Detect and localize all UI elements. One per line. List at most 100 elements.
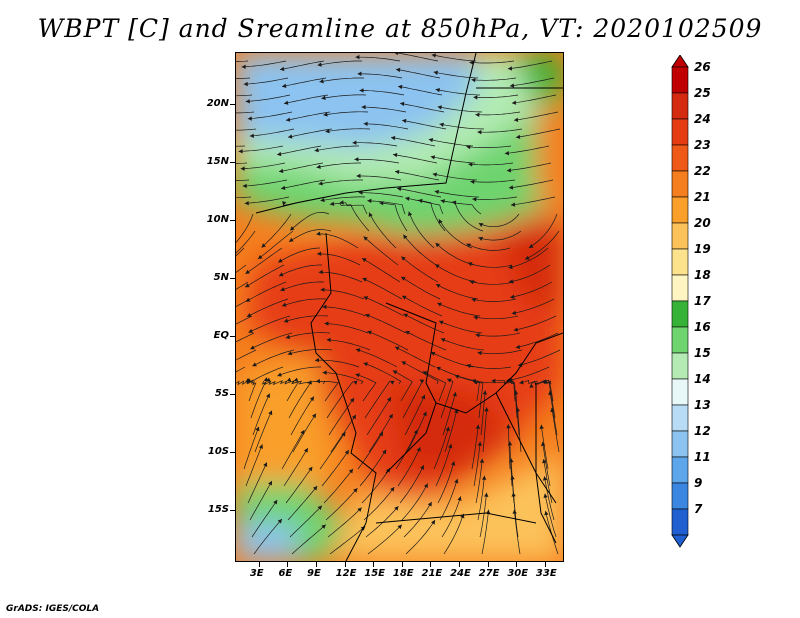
streamline-arrow bbox=[356, 173, 361, 179]
streamline-arrow bbox=[451, 200, 457, 205]
streamline-arrow bbox=[363, 236, 368, 241]
streamline-arrow bbox=[550, 407, 555, 413]
streamline-arrow bbox=[394, 506, 399, 511]
streamline-arrow bbox=[282, 201, 287, 206]
streamline bbox=[478, 213, 520, 228]
streamline bbox=[435, 443, 452, 487]
streamline-arrow bbox=[437, 105, 442, 110]
streamline bbox=[435, 264, 477, 283]
streamline-arrow bbox=[478, 236, 483, 242]
y-tick-mark bbox=[230, 220, 235, 222]
streamline-arrow bbox=[263, 462, 268, 467]
streamline bbox=[326, 339, 371, 351]
x-tick-mark bbox=[459, 562, 461, 567]
streamline-arrow bbox=[308, 466, 313, 472]
streamline bbox=[245, 247, 283, 275]
streamline-arrow bbox=[282, 302, 287, 307]
streamline bbox=[402, 119, 447, 130]
streamline bbox=[477, 475, 485, 521]
streamline bbox=[472, 196, 518, 200]
streamline-arrow bbox=[515, 344, 521, 350]
streamline-arrow bbox=[544, 511, 549, 516]
streamline-arrow bbox=[323, 112, 328, 117]
streamline-arrow bbox=[542, 476, 548, 481]
streamline-arrow bbox=[435, 87, 440, 93]
streamline bbox=[359, 449, 387, 487]
streamline-arrow bbox=[363, 296, 369, 301]
streamline-arrow bbox=[266, 393, 270, 399]
streamline bbox=[249, 480, 273, 521]
colorbar-level-label: 13 bbox=[694, 398, 711, 412]
streamline-arrow bbox=[542, 459, 547, 464]
x-tick-label: 33E bbox=[535, 568, 557, 579]
streamline bbox=[247, 462, 268, 504]
x-tick-label: 30E bbox=[507, 568, 529, 579]
streamline bbox=[236, 60, 249, 62]
colorbar-cell bbox=[671, 404, 689, 432]
streamline-arrow bbox=[326, 337, 331, 343]
streamline-arrow bbox=[420, 465, 425, 470]
streamline-arrow bbox=[284, 100, 289, 105]
streamline-arrow bbox=[454, 478, 459, 484]
streamline bbox=[430, 156, 476, 164]
y-tick-mark bbox=[230, 104, 235, 106]
streamline bbox=[326, 381, 354, 419]
streamline-arrow bbox=[321, 95, 326, 100]
streamline-arrow bbox=[367, 198, 372, 204]
streamline-arrow bbox=[402, 295, 407, 300]
streamline bbox=[357, 73, 403, 79]
streamline-arrow bbox=[477, 350, 482, 356]
colorbar-level-label: 18 bbox=[694, 268, 711, 282]
streamline bbox=[277, 145, 322, 156]
streamline bbox=[292, 413, 317, 453]
streamline bbox=[510, 196, 556, 206]
colorbar-cell bbox=[671, 456, 689, 484]
streamline bbox=[466, 364, 512, 369]
streamline-arrow bbox=[320, 287, 325, 292]
streamline-arrow bbox=[422, 371, 428, 376]
streamline bbox=[540, 424, 549, 470]
x-tick-label: 9E bbox=[307, 568, 321, 579]
streamline-arrow bbox=[293, 377, 299, 382]
streamline-arrow bbox=[430, 155, 436, 160]
streamline-arrow bbox=[445, 426, 450, 432]
streamline-arrow bbox=[319, 79, 324, 84]
x-tick-label: 15E bbox=[364, 568, 386, 579]
streamline-arrow bbox=[246, 312, 252, 317]
streamline bbox=[325, 487, 358, 521]
streamline bbox=[405, 519, 436, 555]
border-south-central bbox=[385, 402, 437, 474]
streamline-arrow bbox=[469, 280, 475, 285]
streamline bbox=[440, 200, 482, 215]
streamline bbox=[363, 236, 399, 266]
field-west-orange bbox=[236, 353, 336, 503]
streamline-arrow bbox=[243, 81, 248, 87]
colorbar-cell bbox=[671, 170, 689, 198]
streamline bbox=[430, 351, 474, 368]
streamline-arrow bbox=[392, 370, 398, 375]
streamline bbox=[358, 192, 404, 198]
streamline-arrow bbox=[513, 390, 519, 395]
streamline-arrow bbox=[439, 122, 444, 127]
streamline bbox=[433, 426, 450, 470]
streamline-arrow bbox=[470, 179, 475, 185]
colorbar-cell bbox=[671, 326, 689, 354]
colorbar-cell bbox=[671, 144, 689, 172]
x-tick-label: 3E bbox=[249, 568, 264, 579]
streamline-arrow bbox=[321, 524, 326, 529]
streamline-arrow bbox=[263, 377, 269, 382]
streamline bbox=[440, 338, 485, 351]
streamline bbox=[363, 123, 409, 130]
streamline bbox=[544, 493, 557, 538]
x-tick-mark bbox=[516, 562, 518, 567]
streamline bbox=[280, 179, 326, 189]
streamline-arrow bbox=[248, 328, 254, 333]
streamline bbox=[435, 242, 475, 266]
streamline bbox=[257, 230, 294, 260]
streamline bbox=[466, 145, 512, 148]
streamline bbox=[318, 271, 363, 283]
streamline bbox=[434, 190, 480, 198]
streamline-arrow bbox=[322, 370, 327, 375]
streamline bbox=[478, 230, 522, 241]
streamline-arrow bbox=[438, 219, 443, 224]
